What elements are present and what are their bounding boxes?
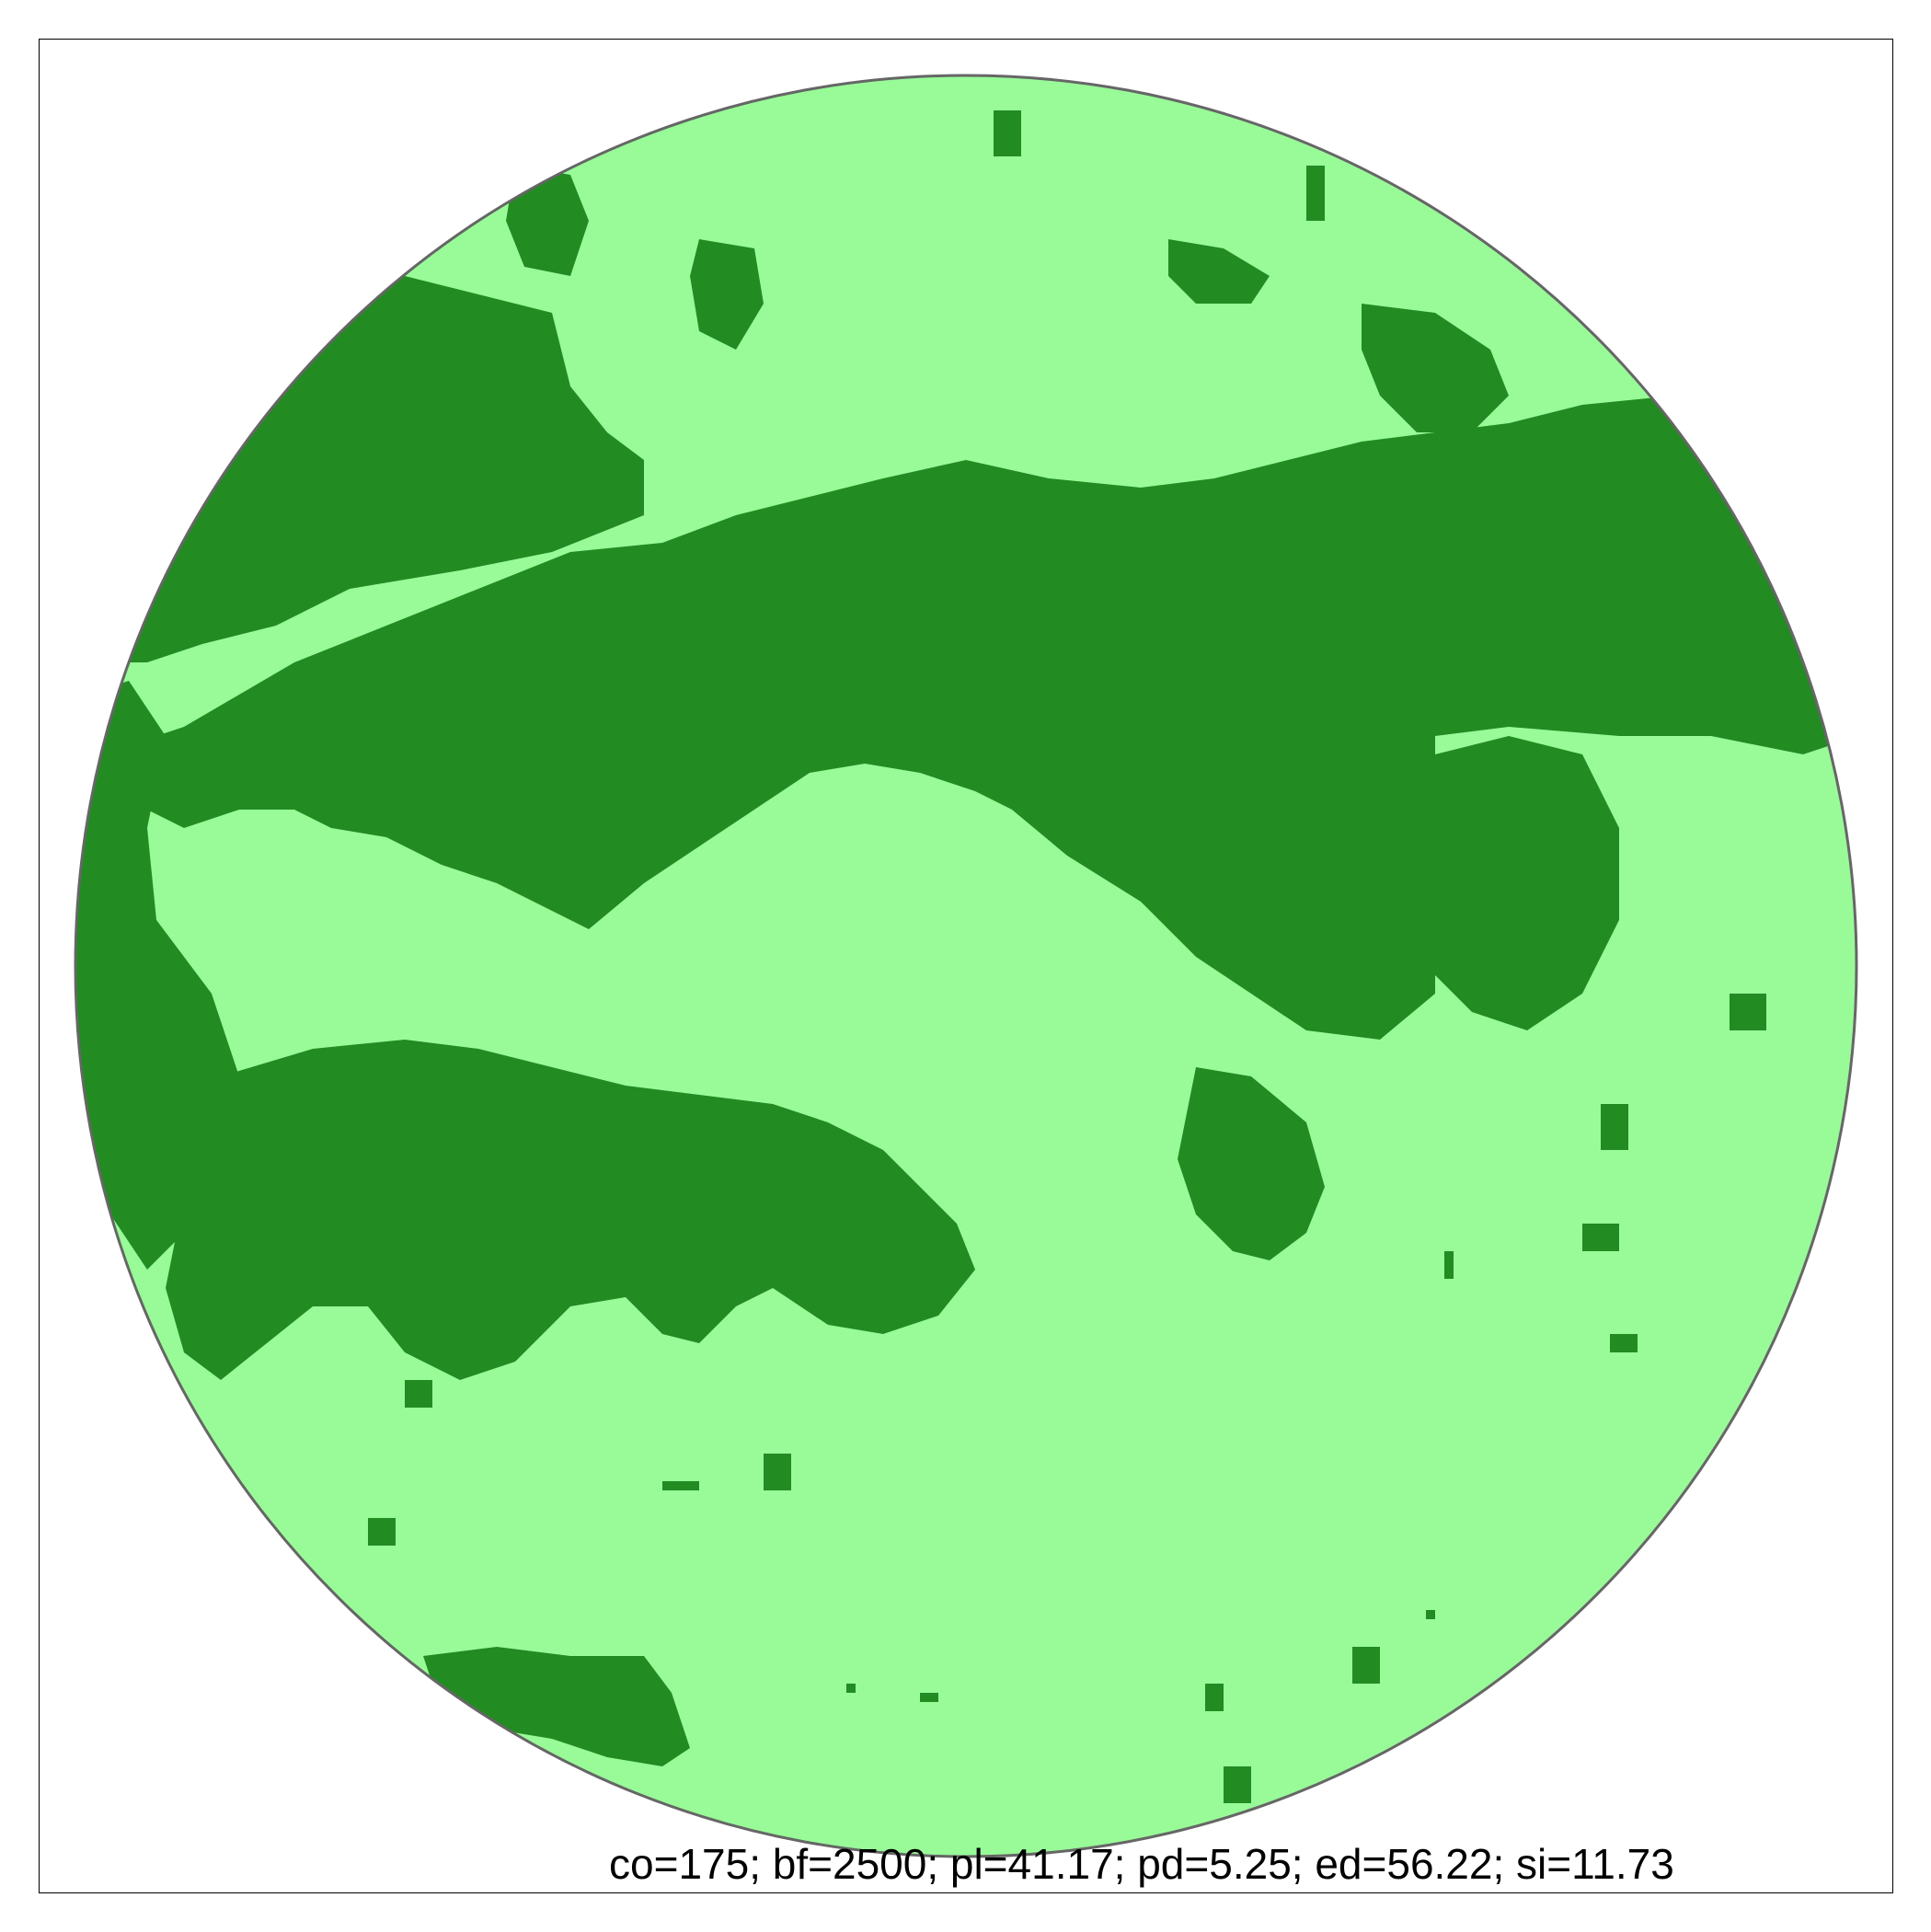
forest-patch-small — [662, 1481, 699, 1490]
forest-patch-north-3 — [1168, 239, 1270, 304]
forest-patch-west-edge — [75, 681, 239, 1270]
map-frame — [39, 39, 1893, 1893]
forest-patch-small — [1306, 166, 1325, 221]
forest-patch-southeast — [1178, 1067, 1325, 1260]
forest-patch-central-band — [75, 386, 1856, 1040]
forest-patch-small — [1444, 1251, 1454, 1279]
landscape-metrics-label: co=175; bf=2500; pl=41.17; pd=5.25; ed=5… — [609, 1840, 1674, 1888]
forest-patch-small — [846, 1684, 856, 1693]
forest-patch-east — [1435, 736, 1619, 1030]
forest-patch-north-1 — [506, 166, 589, 276]
forest-patch-small — [994, 110, 1021, 156]
forest-patch-small — [1205, 1684, 1224, 1711]
forest-patch-small — [1352, 1647, 1380, 1684]
forest-patch-small — [1610, 1334, 1638, 1352]
forest-patch-small — [764, 1454, 791, 1490]
forest-patch-small — [368, 1518, 396, 1546]
forest-patch-northeast-2 — [1610, 432, 1711, 515]
forest-patch-small — [1426, 1610, 1435, 1619]
forest-patch-northwest — [110, 276, 644, 662]
buffer-outline — [74, 74, 1858, 1858]
forest-patches — [75, 110, 1856, 1803]
open-patch-left — [216, 892, 497, 1104]
forest-patch-southwest — [423, 1647, 690, 1766]
forest-patch-northeast — [1362, 304, 1509, 432]
forest-patch-small — [405, 1380, 432, 1408]
forest-patch-small — [1730, 994, 1766, 1030]
forest-patch-small — [920, 1693, 938, 1702]
forest-patch-small — [1582, 1224, 1619, 1251]
forest-patch-small — [1601, 1104, 1628, 1150]
forest-patch-small — [1224, 1766, 1251, 1803]
forest-patch-north-2 — [690, 239, 764, 350]
forest-patch-south-central — [166, 1040, 975, 1380]
